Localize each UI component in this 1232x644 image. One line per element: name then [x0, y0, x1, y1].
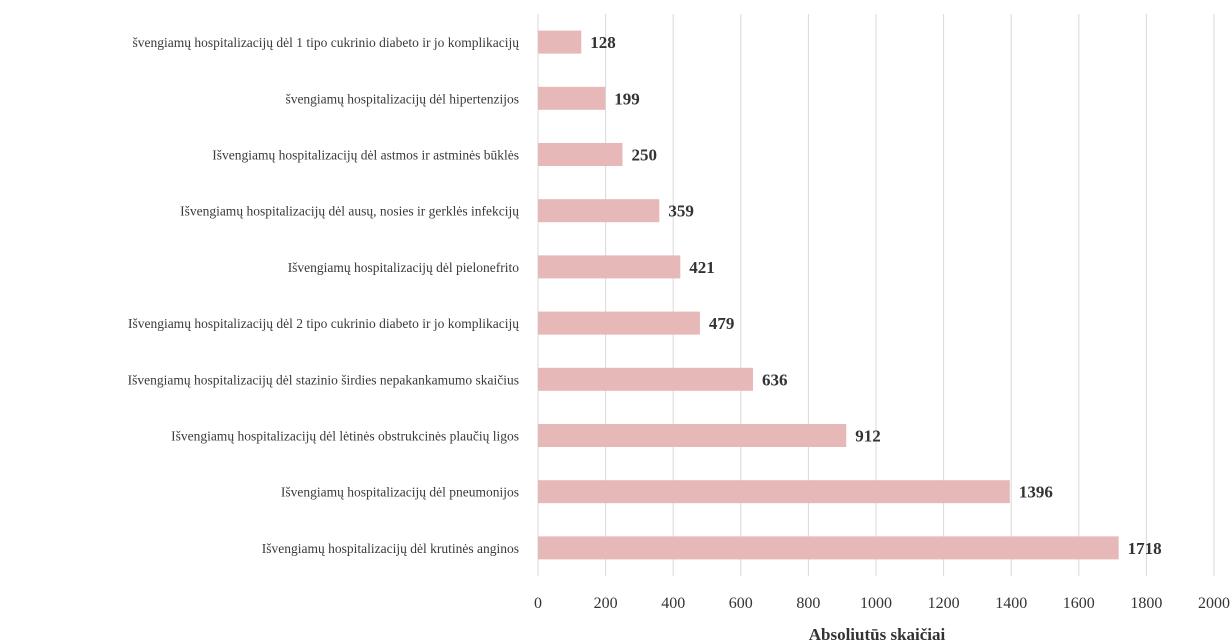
x-tick-label: 1600 [1063, 595, 1095, 612]
bar [538, 536, 1119, 560]
x-tick-label: 1800 [1130, 595, 1162, 612]
data-label: 250 [632, 146, 658, 165]
data-label: 912 [855, 427, 881, 446]
x-tick-label: 400 [661, 595, 685, 612]
x-tick-label: 800 [796, 595, 820, 612]
data-label: 359 [668, 202, 694, 221]
bar [538, 30, 582, 54]
x-tick-label: 2000 [1198, 595, 1230, 612]
category-label: švengiamų hospitalizacijų dėl hipertenzi… [285, 91, 519, 106]
data-label: 1718 [1128, 539, 1162, 558]
x-tick-label: 200 [594, 595, 618, 612]
x-tick-label: 0 [534, 595, 542, 612]
category-label: Išvengiamų hospitalizacijų dėl 2 tipo cu… [128, 316, 519, 331]
category-label: Išvengiamų hospitalizacijų dėl pneumonij… [281, 485, 519, 500]
data-label: 128 [590, 33, 616, 52]
bar [538, 480, 1010, 504]
x-tick-label: 1200 [928, 595, 960, 612]
data-label: 199 [614, 89, 640, 108]
category-label: Išvengiamų hospitalizacijų dėl pielonefr… [288, 260, 520, 275]
bar [538, 367, 753, 391]
bar [538, 199, 660, 223]
x-tick-label: 600 [729, 595, 753, 612]
bar [538, 86, 606, 110]
bars [538, 30, 1119, 560]
category-label: Išvengiamų hospitalizacijų dėl krutinės … [262, 541, 519, 556]
category-label: Išvengiamų hospitalizacijų dėl astmos ir… [212, 148, 519, 163]
category-label: Išvengiamų hospitalizacijų dėl stazinio … [128, 372, 519, 387]
bar [538, 311, 700, 335]
data-label: 636 [762, 370, 788, 389]
category-labels: švengiamų hospitalizacijų dėl 1 tipo cuk… [128, 35, 520, 556]
data-label: 479 [709, 314, 735, 333]
value-labels: 128 199 250 359 421 479 636 912 1396 1718 [590, 33, 1161, 558]
bar [538, 424, 847, 447]
gridlines [537, 14, 1215, 576]
category-label: švengiamų hospitalizacijų dėl 1 tipo cuk… [132, 35, 519, 50]
x-axis-title: Absoliutūs skaičiai [809, 625, 946, 644]
bar [538, 143, 623, 166]
data-label: 1396 [1019, 483, 1053, 502]
category-label: Išvengiamų hospitalizacijų dėl lėtinės o… [171, 429, 519, 444]
category-label: Išvengiamų hospitalizacijų dėl ausų, nos… [180, 204, 519, 219]
x-axis-ticks: 0 200 400 600 800 1000 1200 1400 1600 1800 2000 [534, 595, 1230, 612]
bar [538, 255, 681, 279]
x-tick-label: 1000 [860, 595, 892, 612]
x-tick-label: 1400 [995, 595, 1027, 612]
data-label: 421 [689, 258, 715, 277]
